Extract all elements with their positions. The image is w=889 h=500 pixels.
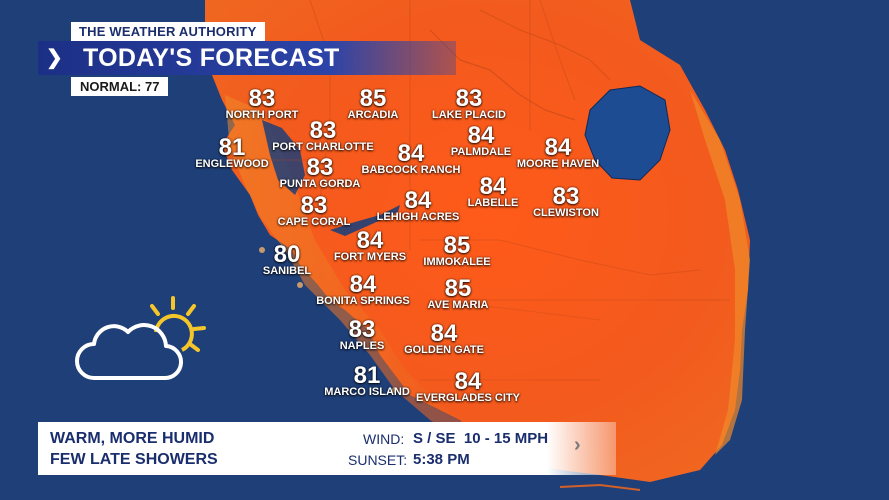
city-lehigh-acres: 84 LEHIGH ACRES	[377, 189, 460, 223]
sunset-value: 5:38 PM	[413, 451, 470, 468]
city-name: BONITA SPRINGS	[316, 295, 410, 307]
city-immokalee: 85 IMMOKALEE	[423, 234, 490, 268]
city-name: PORT CHARLOTTE	[272, 141, 374, 153]
city-everglades-city: 84 EVERGLADES CITY	[416, 370, 520, 404]
city-ave-maria: 85 AVE MARIA	[428, 277, 489, 311]
city-temp: 84	[454, 368, 482, 395]
city-temp: 83	[300, 192, 328, 219]
city-golden-gate: 84 GOLDEN GATE	[404, 322, 484, 356]
city-name: GOLDEN GATE	[404, 344, 484, 356]
city-temp: 81	[218, 134, 246, 161]
page-title: TODAY'S FORECAST	[83, 44, 340, 72]
city-temp: 84	[397, 140, 425, 167]
city-name: CAPE CORAL	[277, 216, 351, 228]
city-north-port: 83 NORTH PORT	[226, 87, 299, 121]
city-temp: 80	[273, 241, 301, 268]
city-name: PALMDALE	[450, 146, 512, 158]
city-name: SANIBEL	[262, 265, 312, 277]
city-englewood: 81 ENGLEWOOD	[195, 136, 268, 170]
city-temp: 84	[467, 122, 495, 149]
wind-value: S / SE 10 - 15 MPH	[413, 430, 549, 447]
city-name: NAPLES	[339, 340, 385, 352]
city-arcadia: 85 ARCADIA	[348, 87, 399, 121]
city-temp: 84	[404, 187, 432, 214]
city-name: CLEWISTON	[533, 207, 599, 219]
wind-label: WIND:	[363, 431, 405, 447]
city-fort-myers: 84 FORT MYERS	[334, 229, 406, 263]
city-name: NORTH PORT	[225, 109, 299, 121]
city-temp: 84	[349, 271, 377, 298]
city-lake-placid: 83 LAKE PLACID	[432, 87, 506, 121]
city-temp: 83	[348, 316, 376, 343]
city-temp: 85	[444, 275, 472, 302]
city-name: FORT MYERS	[333, 251, 407, 263]
city-temp: 84	[430, 320, 458, 347]
city-name: PUNTA GORDA	[279, 178, 361, 190]
city-moore-haven: 84 MOORE HAVEN	[517, 136, 599, 170]
charlotte-harbor	[262, 120, 305, 195]
forecast-title-banner: ❯ TODAY'S FORECAST	[38, 41, 456, 75]
normal-temp-label: NORMAL: 77	[71, 77, 169, 96]
city-temp: 85	[443, 232, 471, 259]
city-temp: 84	[479, 173, 507, 200]
city-temp: 84	[356, 227, 384, 254]
partly-cloudy-icon	[75, 296, 206, 381]
city-name: LEHIGH ACRES	[376, 211, 460, 223]
city-babcock-ranch: 84 BABCOCK RANCH	[362, 142, 461, 176]
city-labelle: 84 LABELLE	[468, 175, 519, 209]
station-brand-label: THE WEATHER AUTHORITY	[71, 22, 265, 41]
city-bonita-springs: 84 BONITA SPRINGS	[316, 273, 410, 307]
city-port-charlotte: 83 PORT CHARLOTTE	[272, 119, 373, 153]
city-clewiston: 83 CLEWISTON	[533, 185, 599, 219]
forecast-summary-bar: WARM, MORE HUMID FEW LATE SHOWERS WIND: …	[38, 422, 616, 475]
city-punta-gorda: 83 PUNTA GORDA	[280, 156, 361, 190]
east-coast-band	[690, 90, 750, 455]
city-name: EVERGLADES CITY	[416, 392, 520, 404]
city-temp: 85	[359, 85, 387, 112]
city-name: ARCADIA	[347, 109, 399, 121]
summary-line-2: FEW LATE SHOWERS	[50, 451, 218, 468]
lake-okeechobee	[584, 85, 671, 181]
caloosahatchee	[330, 205, 400, 236]
city-name: LAKE PLACID	[432, 109, 506, 121]
city-temp: 83	[455, 85, 483, 112]
city-temp: 84	[544, 134, 572, 161]
summary-line-1: WARM, MORE HUMID	[50, 430, 215, 447]
city-temp: 83	[552, 183, 580, 210]
chevron-right-icon: ›	[574, 434, 581, 456]
city-temp: 81	[353, 362, 381, 389]
city-palmdale: 84 PALMDALE	[451, 124, 511, 158]
city-sanibel: 80 SANIBEL	[263, 243, 311, 277]
city-cape-coral: 83 CAPE CORAL	[278, 194, 351, 228]
city-name: BABCOCK RANCH	[361, 164, 461, 176]
city-naples: 83 NAPLES	[340, 318, 385, 352]
city-name: ENGLEWOOD	[195, 158, 269, 170]
city-temp: 83	[248, 85, 276, 112]
city-name: IMMOKALEE	[423, 256, 491, 268]
chevron-right-icon: ❯	[46, 47, 63, 69]
sunset-label: SUNSET:	[348, 452, 408, 468]
city-name: AVE MARIA	[427, 299, 489, 311]
city-marco-island: 81 MARCO ISLAND	[324, 364, 410, 398]
city-name: MARCO ISLAND	[324, 386, 410, 398]
city-temp: 83	[309, 117, 337, 144]
city-name: LABELLE	[467, 197, 519, 209]
city-temp: 83	[306, 154, 334, 181]
city-name: MOORE HAVEN	[516, 158, 600, 170]
